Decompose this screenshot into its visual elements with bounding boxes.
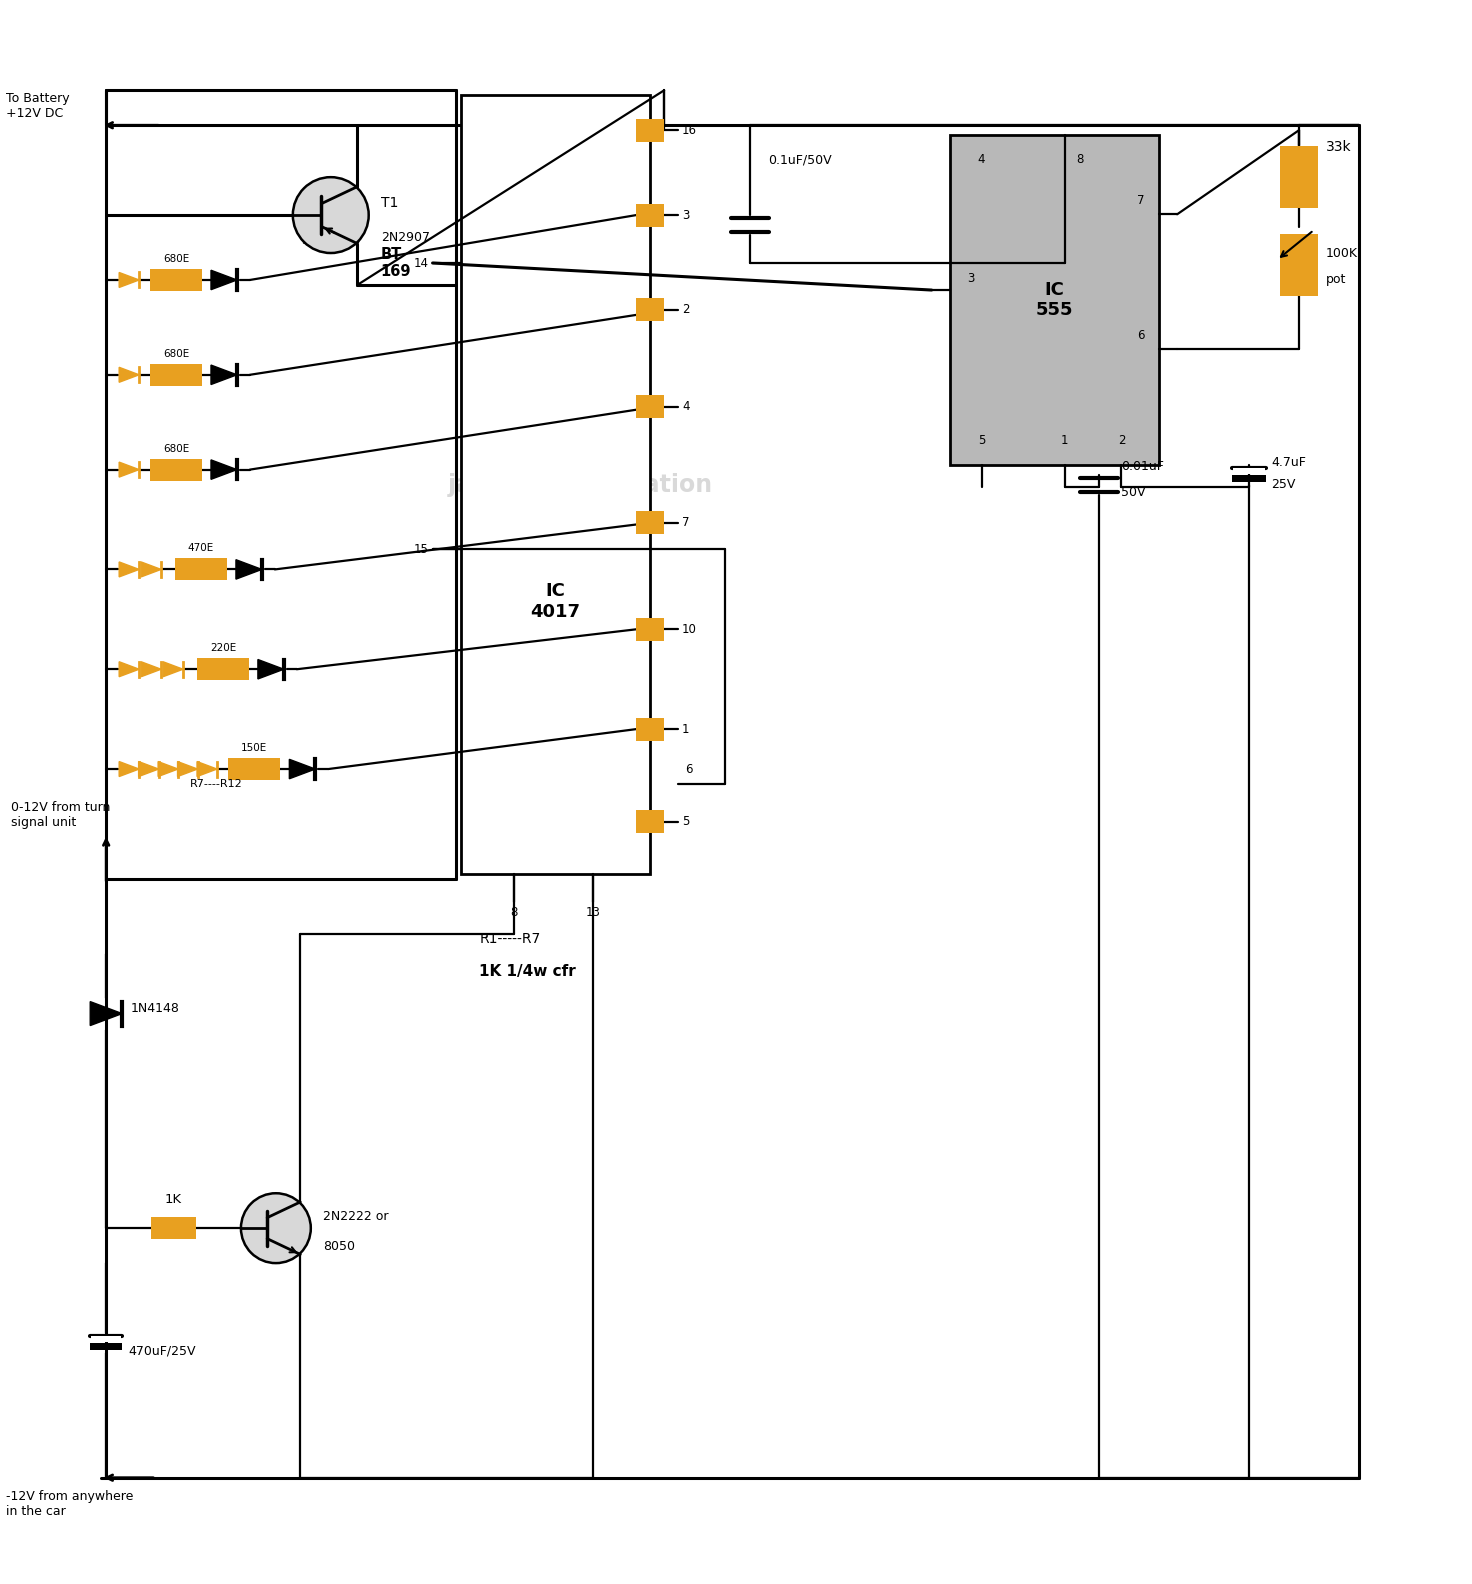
Polygon shape bbox=[119, 762, 140, 776]
Text: IC
4017: IC 4017 bbox=[530, 581, 580, 621]
Polygon shape bbox=[141, 562, 160, 577]
Text: jaygataminnovation: jaygataminnovation bbox=[447, 472, 712, 496]
Polygon shape bbox=[158, 762, 178, 776]
Text: 1: 1 bbox=[682, 722, 689, 735]
Text: 50V: 50V bbox=[1122, 486, 1145, 499]
Text: 4: 4 bbox=[682, 401, 689, 413]
Bar bbox=[461, 95, 651, 874]
Text: 3: 3 bbox=[967, 272, 974, 285]
Text: 8050: 8050 bbox=[322, 1240, 355, 1253]
Text: 1: 1 bbox=[1061, 434, 1069, 447]
Text: 8: 8 bbox=[1076, 154, 1083, 166]
Text: pot: pot bbox=[1326, 274, 1347, 287]
Polygon shape bbox=[210, 459, 237, 480]
Polygon shape bbox=[119, 463, 140, 477]
Text: 470E: 470E bbox=[188, 543, 213, 553]
Text: 4: 4 bbox=[977, 154, 985, 166]
Bar bbox=[150, 269, 202, 291]
Text: 2: 2 bbox=[1117, 434, 1125, 447]
Text: 0.01uF: 0.01uF bbox=[1122, 459, 1164, 474]
Text: To Battery
+12V DC: To Battery +12V DC bbox=[6, 92, 71, 120]
Bar bbox=[150, 459, 202, 480]
Text: 5: 5 bbox=[682, 816, 689, 828]
Text: 16: 16 bbox=[682, 124, 698, 136]
Polygon shape bbox=[119, 662, 140, 676]
Polygon shape bbox=[290, 759, 315, 779]
Text: 1K: 1K bbox=[165, 1193, 181, 1207]
Text: 14: 14 bbox=[414, 257, 428, 269]
Text: IC
555: IC 555 bbox=[1036, 280, 1073, 320]
Text: 1N4148: 1N4148 bbox=[131, 1003, 180, 1015]
Text: 220E: 220E bbox=[210, 643, 236, 653]
Text: 7: 7 bbox=[1136, 195, 1144, 208]
Bar bbox=[1281, 234, 1317, 296]
Circle shape bbox=[293, 177, 368, 253]
Text: 150E: 150E bbox=[241, 743, 268, 752]
Circle shape bbox=[241, 1193, 311, 1262]
Polygon shape bbox=[210, 364, 237, 385]
Polygon shape bbox=[236, 559, 262, 580]
Text: 6: 6 bbox=[1136, 329, 1144, 342]
Bar bbox=[949, 135, 1158, 464]
Text: 680E: 680E bbox=[163, 444, 190, 453]
Text: 5: 5 bbox=[977, 434, 985, 447]
Bar bbox=[90, 1343, 122, 1350]
Text: 2N2222 or: 2N2222 or bbox=[322, 1210, 389, 1223]
Text: 13: 13 bbox=[586, 906, 601, 919]
Polygon shape bbox=[119, 562, 140, 577]
Text: 0.1uF/50V: 0.1uF/50V bbox=[768, 154, 832, 166]
Text: 33k: 33k bbox=[1326, 141, 1351, 154]
Text: 15: 15 bbox=[414, 543, 428, 556]
Text: 6: 6 bbox=[684, 763, 693, 776]
Text: R7----R12: R7----R12 bbox=[190, 779, 243, 789]
Bar bbox=[1234, 467, 1264, 474]
Text: 100K: 100K bbox=[1326, 247, 1357, 260]
Bar bbox=[1232, 475, 1266, 482]
Polygon shape bbox=[210, 271, 237, 290]
Text: 680E: 680E bbox=[163, 253, 190, 265]
Bar bbox=[636, 618, 664, 642]
Text: -12V from anywhere
in the car: -12V from anywhere in the car bbox=[6, 1489, 134, 1517]
Bar bbox=[228, 759, 280, 779]
Polygon shape bbox=[141, 662, 160, 676]
Bar bbox=[1281, 146, 1317, 208]
Bar bbox=[150, 364, 202, 386]
Bar bbox=[636, 204, 664, 227]
Text: 1K 1/4w cfr: 1K 1/4w cfr bbox=[480, 965, 576, 979]
Polygon shape bbox=[119, 367, 140, 382]
Polygon shape bbox=[90, 1001, 122, 1025]
Polygon shape bbox=[138, 762, 159, 776]
Bar bbox=[636, 718, 664, 741]
Text: 25V: 25V bbox=[1270, 478, 1295, 491]
Polygon shape bbox=[178, 762, 197, 776]
Polygon shape bbox=[163, 662, 183, 676]
Bar bbox=[636, 396, 664, 418]
Text: 7: 7 bbox=[682, 516, 689, 529]
Polygon shape bbox=[258, 659, 284, 680]
Text: BT
169: BT 169 bbox=[381, 247, 411, 279]
Text: 470uF/25V: 470uF/25V bbox=[128, 1345, 196, 1357]
Text: R1-----R7: R1-----R7 bbox=[480, 931, 540, 946]
Text: 2: 2 bbox=[682, 304, 689, 317]
Bar bbox=[150, 1217, 196, 1239]
Bar bbox=[197, 659, 249, 680]
Text: 8: 8 bbox=[509, 906, 517, 919]
Text: 0-12V from turn
signal unit: 0-12V from turn signal unit bbox=[12, 802, 110, 828]
Text: 10: 10 bbox=[682, 623, 696, 635]
Text: 2N2907: 2N2907 bbox=[381, 231, 430, 244]
Polygon shape bbox=[197, 762, 216, 776]
Text: SCR1----6: SCR1----6 bbox=[302, 233, 361, 247]
Text: 4.7uF: 4.7uF bbox=[1270, 456, 1306, 469]
Bar bbox=[636, 119, 664, 141]
Text: 3: 3 bbox=[682, 209, 689, 222]
Bar bbox=[636, 811, 664, 833]
Bar bbox=[175, 559, 227, 580]
Text: 680E: 680E bbox=[163, 348, 190, 360]
Bar bbox=[636, 512, 664, 534]
Text: T1: T1 bbox=[381, 196, 397, 211]
Bar bbox=[91, 1335, 121, 1342]
Bar bbox=[636, 298, 664, 322]
Polygon shape bbox=[119, 272, 140, 287]
